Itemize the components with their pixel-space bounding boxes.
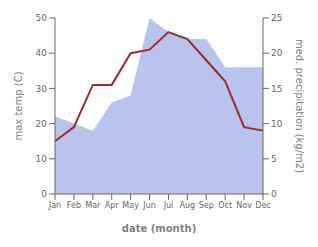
- svg-text:40: 40: [36, 48, 48, 58]
- svg-text:max temp (C): max temp (C): [13, 71, 24, 140]
- svg-text:25: 25: [271, 13, 282, 23]
- svg-text:15: 15: [271, 84, 282, 94]
- svg-text:10: 10: [36, 154, 48, 164]
- svg-text:Jun: Jun: [142, 201, 156, 210]
- svg-text:Sep: Sep: [199, 201, 214, 210]
- svg-text:Apr: Apr: [105, 201, 120, 210]
- svg-text:20: 20: [36, 119, 48, 129]
- svg-text:0: 0: [41, 189, 47, 199]
- svg-text:Mar: Mar: [85, 201, 101, 210]
- svg-text:Jul: Jul: [163, 201, 174, 210]
- svg-text:10: 10: [271, 119, 283, 129]
- svg-text:5: 5: [271, 154, 277, 164]
- svg-text:Jan: Jan: [48, 201, 61, 210]
- svg-text:30: 30: [36, 84, 48, 94]
- svg-text:50: 50: [36, 13, 48, 23]
- svg-text:Feb: Feb: [67, 201, 81, 210]
- svg-text:Dec: Dec: [255, 201, 270, 210]
- svg-text:May: May: [122, 201, 139, 210]
- svg-text:Nov: Nov: [236, 201, 252, 210]
- svg-text:20: 20: [271, 48, 283, 58]
- svg-text:Aug: Aug: [180, 201, 196, 210]
- svg-text:0: 0: [271, 189, 277, 199]
- svg-text:Oct: Oct: [218, 201, 232, 210]
- svg-text:date (month): date (month): [122, 223, 196, 234]
- svg-text:med. precipitation (kg/m2): med. precipitation (kg/m2): [294, 39, 305, 173]
